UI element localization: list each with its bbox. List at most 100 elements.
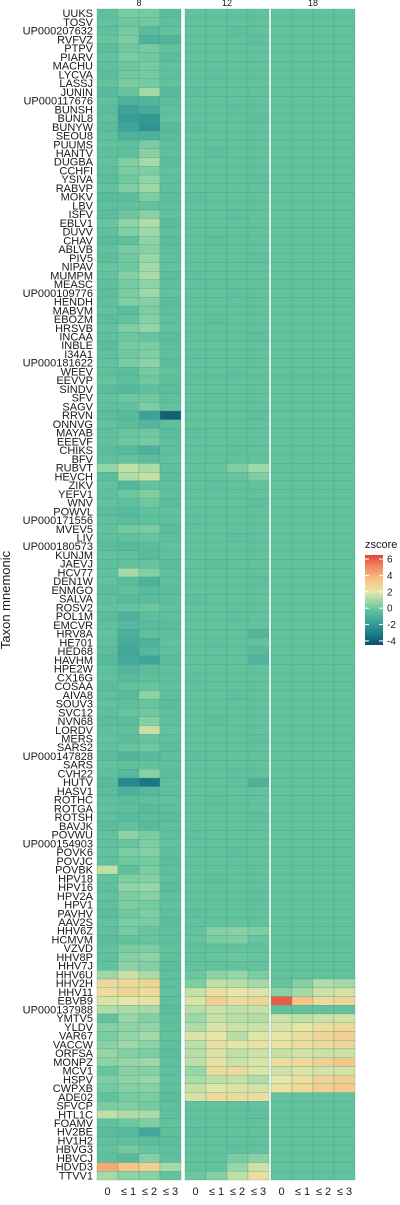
heatmap-cell (226, 568, 249, 578)
y-tick-label: PIARV (60, 52, 93, 64)
heatmap-cell (184, 253, 207, 263)
heatmap-cell (96, 218, 119, 228)
heatmap-cell (96, 340, 119, 350)
heatmap-cell (96, 61, 119, 71)
heatmap-cell (312, 157, 335, 167)
heatmap-cell (291, 1022, 314, 1032)
heatmap-cell (312, 673, 335, 683)
y-tick-label: BAVJK (59, 821, 94, 833)
heatmap-cell (159, 515, 182, 525)
heatmap-cell (205, 830, 228, 840)
heatmap-cell (333, 638, 356, 648)
heatmap-cell (270, 113, 293, 123)
heatmap-cell (117, 585, 140, 595)
heatmap-cell (138, 804, 161, 814)
heatmap-cell (96, 174, 119, 184)
heatmap-cell (226, 271, 249, 281)
heatmap-cell (96, 52, 119, 62)
heatmap-cell (205, 463, 228, 473)
y-tick-label: EBLV1 (60, 218, 93, 230)
heatmap-cell (159, 769, 182, 779)
heatmap-cell (138, 472, 161, 482)
heatmap-cell (247, 961, 270, 971)
heatmap-cell (159, 148, 182, 158)
heatmap-cell (291, 882, 314, 892)
heatmap-cell (159, 506, 182, 516)
heatmap-cell (226, 751, 249, 761)
heatmap-cell (333, 113, 356, 123)
heatmap-cell (159, 323, 182, 333)
heatmap-cell (184, 935, 207, 945)
heatmap-cell (184, 1013, 207, 1023)
heatmap-cell (291, 1031, 314, 1041)
heatmap-cell (312, 987, 335, 997)
heatmap-cell (247, 305, 270, 316)
heatmap-cell (226, 489, 249, 499)
heatmap-cell (270, 629, 293, 639)
heatmap-cell (205, 865, 228, 875)
heatmap-cell (291, 26, 314, 36)
heatmap-cell (96, 262, 119, 272)
heatmap-cell (96, 681, 119, 691)
heatmap-cell (159, 839, 182, 849)
heatmap-cell (138, 839, 161, 849)
heatmap-cell (226, 1092, 249, 1102)
heatmap-cell (291, 742, 314, 752)
heatmap-cell (226, 78, 249, 88)
heatmap-cell (96, 113, 119, 123)
heatmap-cell (247, 410, 270, 420)
heatmap-cell (291, 209, 314, 219)
heatmap-cell (96, 900, 119, 910)
heatmap-cell (333, 271, 356, 281)
heatmap-cell (226, 297, 249, 307)
heatmap-cell (96, 288, 119, 298)
heatmap-cell (205, 734, 228, 744)
heatmap-cell (138, 996, 161, 1006)
heatmap-cell (226, 393, 249, 403)
heatmap-cell (247, 856, 270, 866)
heatmap-cell (159, 961, 182, 971)
heatmap-cell (247, 533, 270, 543)
heatmap-cell (96, 1171, 119, 1181)
y-tick-label: POL1M (56, 611, 93, 623)
heatmap-cell (96, 734, 119, 744)
heatmap-cell (291, 1040, 314, 1050)
heatmap-cell (291, 707, 314, 717)
heatmap-cell (312, 454, 335, 464)
x-tick-label: ≤ 1 (121, 1186, 136, 1198)
heatmap-cell (226, 620, 249, 630)
heatmap-cell (333, 594, 356, 604)
heatmap-cell (247, 629, 270, 639)
heatmap-cell (226, 183, 249, 193)
heatmap-cell (205, 332, 228, 342)
heatmap-cell (159, 26, 182, 36)
heatmap-cell (247, 1109, 270, 1119)
heatmap-cell (184, 734, 207, 744)
heatmap-cell (205, 78, 228, 88)
heatmap-cell (312, 253, 335, 263)
heatmap-cell (270, 410, 293, 420)
heatmap-cell (291, 1136, 314, 1146)
heatmap-cell (205, 970, 228, 980)
heatmap-cell (205, 611, 228, 621)
heatmap-cell (117, 873, 140, 884)
y-tick-label: MVEV5 (56, 524, 93, 536)
heatmap-cell (333, 1031, 356, 1041)
heatmap-cell (117, 463, 140, 473)
heatmap-cell (247, 804, 270, 814)
heatmap-cell (138, 1013, 161, 1023)
heatmap-cell (159, 541, 182, 551)
heatmap-cell (117, 236, 140, 246)
heatmap-cell (117, 664, 140, 674)
heatmap-cell (184, 1092, 207, 1102)
heatmap-cell (226, 603, 249, 613)
heatmap-cell (117, 358, 140, 368)
heatmap-cell (333, 1153, 356, 1163)
y-tick-label: HHV11 (58, 987, 93, 999)
heatmap-cell (184, 716, 207, 726)
heatmap-cell (226, 498, 249, 508)
heatmap-cell (184, 480, 207, 490)
heatmap-cell (159, 428, 182, 438)
heatmap-cell (226, 873, 249, 884)
heatmap-cell (291, 279, 314, 289)
